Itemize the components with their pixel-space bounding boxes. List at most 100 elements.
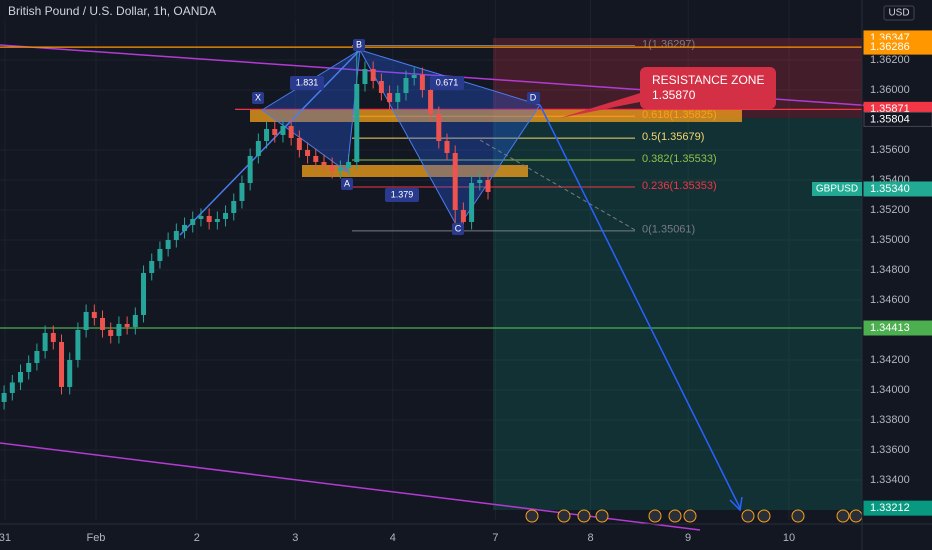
candle-body <box>239 182 245 201</box>
y-tick-label: 1.34800 <box>870 264 910 276</box>
candle-body <box>247 155 253 183</box>
candle-body <box>149 260 155 273</box>
currency-box <box>883 5 915 21</box>
y-tick-label: 1.33800 <box>870 414 910 426</box>
candle-body <box>42 332 48 351</box>
event-icon <box>668 509 682 523</box>
price-tag <box>863 500 932 516</box>
ratio-label: 1.831 <box>296 77 319 87</box>
symbol-tag <box>812 181 862 196</box>
candle-body <box>231 200 237 213</box>
ratio-box <box>385 188 419 202</box>
candle-body <box>378 80 384 93</box>
y-tick-label: 1.34000 <box>870 384 910 396</box>
candle-body <box>428 89 434 114</box>
candle-body <box>403 77 409 93</box>
event-icon <box>557 509 571 523</box>
event-icon <box>757 509 771 523</box>
price-tag <box>863 111 932 127</box>
candle-body <box>337 167 343 171</box>
y-tick-label: 1.35600 <box>870 144 910 156</box>
candle-body <box>75 329 81 360</box>
candle-body <box>452 152 458 210</box>
projection-arrow <box>539 104 741 509</box>
candle-body <box>255 140 261 156</box>
candle-body <box>272 128 278 135</box>
price-tag <box>863 181 932 197</box>
y-tick-label: 1.34200 <box>870 354 910 366</box>
trend-line <box>0 44 932 111</box>
candle-body <box>9 382 15 393</box>
target-zone <box>493 118 862 510</box>
x-tick-label: 31 <box>0 532 11 544</box>
currency-label: USD <box>888 8 909 19</box>
candle-body <box>264 128 270 141</box>
price-tag <box>863 320 932 336</box>
candle-body <box>477 179 483 183</box>
ratio-label: 1.379 <box>391 189 414 199</box>
candle-body <box>91 311 97 318</box>
fib-label: 0.382(1.35533) <box>642 153 717 165</box>
chart-title: British Pound / U.S. Dollar, 1h, OANDA <box>8 4 216 18</box>
candle-body <box>362 68 368 84</box>
candle-body <box>288 125 294 138</box>
levels: 1(1.36297) 0.618(1.35825) 0.5(1.35679) 0.38… <box>0 38 862 329</box>
candle-body <box>223 212 229 219</box>
x-tick-label: 8 <box>587 532 593 544</box>
candle-body <box>370 68 376 81</box>
event-icons <box>525 509 863 523</box>
candle-body <box>436 113 442 141</box>
candle-body <box>1 392 7 402</box>
label-box <box>252 92 264 104</box>
candle-body <box>198 215 204 219</box>
candle-body <box>124 323 130 327</box>
y-tick-label: 1.35200 <box>870 204 910 216</box>
callout-title: RESISTANCE ZONE <box>652 73 764 87</box>
label-box <box>527 92 540 104</box>
label-box <box>452 223 464 235</box>
pattern-leg <box>179 49 361 236</box>
ratio-box <box>290 76 324 90</box>
point-label: D <box>530 92 537 102</box>
callout-box <box>640 67 776 109</box>
support-zone <box>302 165 528 177</box>
candle-body <box>313 155 319 162</box>
candle-body <box>387 92 393 102</box>
candle-body <box>296 137 302 150</box>
candle-body <box>346 161 352 168</box>
y-tick-label: 1.33400 <box>870 474 910 486</box>
candle-body <box>460 209 466 222</box>
x-tick-label: 3 <box>292 532 298 544</box>
fib-label: 1(1.36297) <box>642 38 695 50</box>
ratio-box <box>430 76 464 90</box>
candle-body <box>182 224 188 231</box>
candle-body <box>354 83 360 162</box>
candle-body <box>132 314 138 327</box>
price-tag <box>863 39 932 55</box>
fib-label: 0.236(1.35353) <box>642 180 717 192</box>
resistance-callout: RESISTANCE ZONE 1.35870 <box>560 67 776 118</box>
ratio-label: 0.671 <box>436 77 459 87</box>
fib-label: 0.618(1.35825) <box>642 109 717 121</box>
candle-body <box>469 182 475 222</box>
y-tick-label: 1.36000 <box>870 84 910 96</box>
candle-body <box>50 332 56 342</box>
candle-body <box>34 350 40 363</box>
title-bg <box>0 0 420 22</box>
candle-body <box>214 218 220 222</box>
arrow-head <box>729 496 743 512</box>
event-icon <box>836 509 850 523</box>
candle-body <box>419 74 425 90</box>
candle-body <box>157 248 163 261</box>
event-icon <box>525 509 539 523</box>
candle-body <box>173 230 179 240</box>
point-label: X <box>255 92 261 102</box>
x-tick-label: 2 <box>194 532 200 544</box>
candle-body <box>395 92 401 102</box>
point-label: B <box>356 39 362 49</box>
x-tick-label: 7 <box>492 532 498 544</box>
candle-body <box>305 149 311 156</box>
x-tick-label: 10 <box>783 532 795 544</box>
